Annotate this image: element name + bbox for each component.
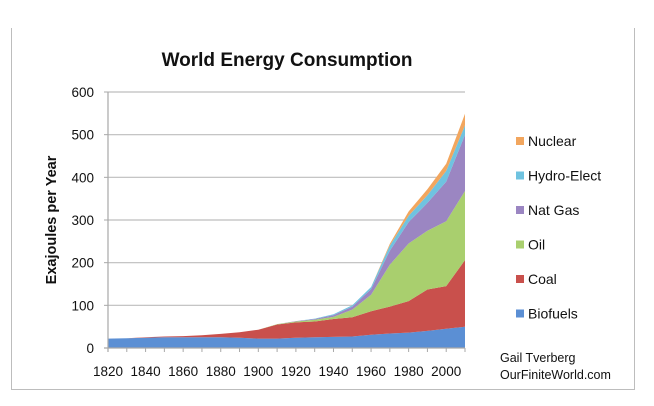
y-axis-label: Exajoules per Year xyxy=(44,155,60,284)
x-tick-label: 1840 xyxy=(131,364,161,379)
x-tick-label: 1940 xyxy=(318,364,348,379)
y-tick-label: 200 xyxy=(71,256,94,271)
legend: Nuclear Hydro-Elect Nat Gas Oil Coal Biofuels xyxy=(516,133,601,322)
x-tick-labels: 1820 1840 1860 1880 1900 1920 1940 1960 1980 2000 xyxy=(93,364,461,379)
axes xyxy=(104,91,466,352)
chart-title: World Energy Consumption xyxy=(162,50,413,71)
legend-label: Coal xyxy=(528,271,557,287)
legend-label: Hydro-Elect xyxy=(528,168,601,184)
chart-frame xyxy=(11,28,635,390)
y-tick-labels: 0 100 200 300 400 500 600 xyxy=(71,85,94,356)
y-tick-label: 300 xyxy=(71,213,94,228)
area-biofuels xyxy=(108,326,465,348)
stacked-areas xyxy=(108,113,465,348)
y-tick-label: 600 xyxy=(71,85,94,100)
x-tick-label: 1880 xyxy=(206,364,236,379)
legend-label: Nat Gas xyxy=(528,202,579,218)
x-tick-label: 1900 xyxy=(243,364,273,379)
legend-swatch xyxy=(516,275,524,283)
legend-swatch xyxy=(516,240,524,249)
credit-website: OurFiniteWorld.com xyxy=(500,368,611,382)
legend-swatch xyxy=(516,171,524,180)
area-coal xyxy=(108,260,465,339)
x-tick-label: 1980 xyxy=(394,364,424,379)
y-tick-label: 500 xyxy=(71,128,94,143)
x-tick-label: 2000 xyxy=(431,364,461,379)
legend-swatch xyxy=(516,206,524,214)
x-tick-label: 1860 xyxy=(168,364,198,379)
x-tick-label: 1920 xyxy=(281,364,311,379)
legend-label: Nuclear xyxy=(528,133,577,149)
legend-label: Biofuels xyxy=(528,306,578,322)
credit-author: Gail Tverberg xyxy=(500,351,576,365)
y-tick-label: 0 xyxy=(86,341,94,356)
y-tick-label: 100 xyxy=(71,298,94,313)
x-tick-label: 1820 xyxy=(93,364,123,379)
legend-swatch xyxy=(516,309,524,318)
legend-swatch xyxy=(516,137,524,145)
area-oil xyxy=(108,191,465,339)
legend-label: Oil xyxy=(528,237,545,253)
x-tick-label: 1960 xyxy=(356,364,386,379)
gridlines xyxy=(108,91,465,306)
y-tick-label: 400 xyxy=(71,170,94,185)
